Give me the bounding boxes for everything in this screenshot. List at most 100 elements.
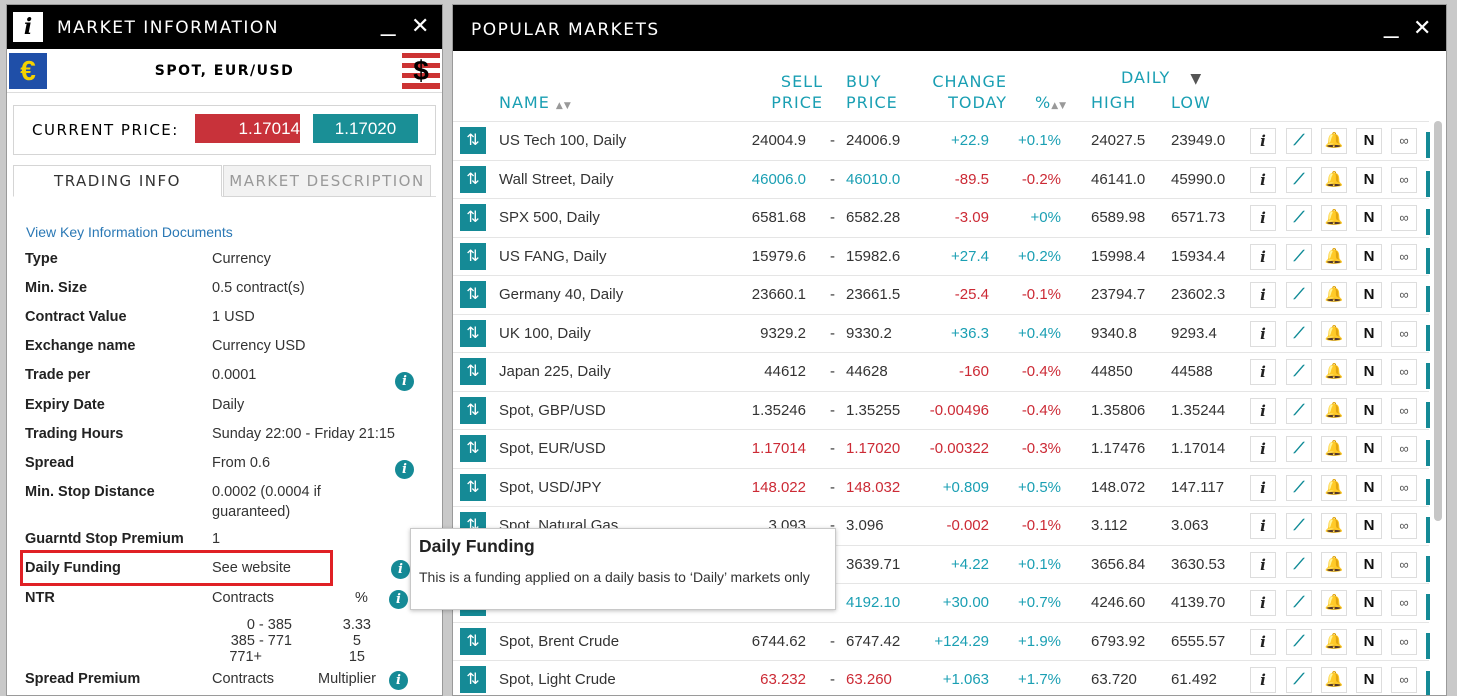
chart-icon[interactable]: ⟋ [1286,359,1312,385]
bell-icon[interactable]: 🔔 [1321,436,1347,462]
market-row[interactable]: ⇅ Spot, USD/JPY 148.022 -148.032 +0.809 +0.5%… [453,467,1430,507]
bell-icon[interactable]: 🔔 [1321,397,1347,424]
chart-icon[interactable]: ⟋ [1286,243,1312,270]
news-icon[interactable]: N [1356,436,1382,462]
trade-arrows-icon[interactable]: ⇅ [460,666,486,693]
market-row[interactable]: ⇅ UK 100, Daily 9329.2 -9330.2 +36.3 +0.4% 934… [453,313,1430,353]
market-name[interactable]: SPX 500, Daily [499,209,600,226]
market-name[interactable]: Spot, Light Crude [499,671,616,688]
sell-price[interactable]: 6581.68 [751,209,806,226]
watch-glasses-icon[interactable]: ∞ [1391,513,1417,539]
spread-premium-info-icon[interactable]: i [389,671,408,690]
market-row[interactable]: ⇅ Japan 225, Daily 44612 -44628 -160 -0.4% 448… [453,352,1430,391]
sell-price[interactable]: 1.35246 [751,401,806,419]
buy-price[interactable]: 1.35255 [846,401,901,419]
header-daily[interactable]: DAILY ▼ [1121,67,1202,90]
spread-info-icon[interactable]: i [395,460,414,479]
chart-icon[interactable]: ⟋ [1286,205,1312,231]
chart-icon[interactable]: ⟋ [1286,166,1312,193]
news-icon[interactable]: N [1356,166,1382,193]
chart-icon[interactable]: ⟋ [1286,474,1312,501]
market-row[interactable]: ⇅ Spot, EUR/USD 1.17014 -1.17020 -0.00322 -0.… [453,429,1430,468]
buy-price[interactable]: 1.17020 [846,440,901,457]
tab-market-description[interactable]: MARKET DESCRIPTION [223,165,431,197]
watch-glasses-icon[interactable]: ∞ [1391,128,1417,154]
buy-price[interactable]: 4192.10 [846,594,901,611]
news-icon[interactable]: N [1356,243,1382,270]
news-icon[interactable]: N [1356,628,1382,655]
bell-icon[interactable]: 🔔 [1321,359,1347,385]
news-icon[interactable]: N [1356,359,1382,385]
buy-price[interactable]: 46010.0 [846,170,901,188]
buy-price[interactable]: 3639.71 [846,555,901,573]
market-info-icon[interactable]: i [1250,320,1276,347]
market-info-icon[interactable]: i [1250,128,1276,154]
close-icon[interactable]: ✕ [411,13,430,38]
buy-price[interactable]: 6582.28 [846,209,901,226]
minimize-icon[interactable]: _ [381,7,396,37]
news-icon[interactable]: N [1356,205,1382,231]
news-icon[interactable]: N [1356,282,1382,308]
market-row[interactable]: ⇅ Spot, Natural Gas 3.093-3.096 -0.002 -0.1%… [453,506,1430,545]
trade-arrows-icon[interactable]: ⇅ [460,396,486,424]
trade-arrows-icon[interactable]: ⇅ [460,627,486,655]
buy-price[interactable]: 148.032 [846,478,901,496]
sell-price[interactable]: 15979.6 [751,247,806,265]
news-icon[interactable]: N [1356,128,1382,154]
trade-arrows-icon[interactable]: ⇅ [460,473,486,501]
daily-funding-info-icon[interactable]: i [391,560,410,579]
trade-arrows-icon[interactable]: ⇅ [460,204,486,231]
buy-price-button[interactable]: 1.17020 [313,114,418,143]
market-info-icon[interactable]: i [1250,436,1276,462]
buy-price[interactable]: 6747.42 [846,632,901,650]
market-info-icon[interactable]: i [1250,551,1276,578]
watch-glasses-icon[interactable]: ∞ [1391,667,1417,693]
bell-icon[interactable]: 🔔 [1321,551,1347,578]
market-info-icon[interactable]: i [1250,166,1276,193]
sell-price-button[interactable]: 1.17014 [195,114,300,143]
market-row[interactable]: ⇅ SPX 500, Daily 6581.68 -6582.28 -3.09 +0% 65… [453,198,1430,237]
news-icon[interactable]: N [1356,513,1382,539]
sell-price[interactable]: 148.022 [751,478,806,496]
bell-icon[interactable]: 🔔 [1321,205,1347,231]
trade-arrows-icon[interactable]: ⇅ [460,281,486,308]
chart-icon[interactable]: ⟋ [1286,590,1312,616]
market-name[interactable]: Germany 40, Daily [499,286,624,303]
market-name[interactable]: Spot, USD/JPY [499,478,602,496]
market-row[interactable]: ⇅ Spot, Light Crude 63.232 -63.260 +1.063 +1.… [453,660,1430,695]
market-info-icon[interactable]: i [1250,205,1276,231]
market-info-icon[interactable]: i [1250,513,1276,539]
trade-per-info-icon[interactable]: i [395,372,414,391]
market-info-icon[interactable]: i [1250,397,1276,424]
buy-price[interactable]: 9330.2 [846,324,892,342]
ntr-info-icon[interactable]: i [389,590,408,609]
market-info-icon[interactable]: i [1250,590,1276,616]
watch-glasses-icon[interactable]: ∞ [1391,474,1417,501]
chart-icon[interactable]: ⟋ [1286,436,1312,462]
trade-arrows-icon[interactable]: ⇅ [460,319,486,347]
market-row[interactable]: ⇅ US FANG, Daily 15979.6 -15982.6 +27.4 +0.2%… [453,236,1430,276]
market-name[interactable]: UK 100, Daily [499,324,591,342]
bell-icon[interactable]: 🔔 [1321,320,1347,347]
sell-price[interactable]: 46006.0 [751,170,806,188]
sell-price[interactable]: 23660.1 [751,286,806,303]
chart-icon[interactable]: ⟋ [1286,282,1312,308]
watch-glasses-icon[interactable]: ∞ [1391,628,1417,655]
news-icon[interactable]: N [1356,474,1382,501]
buy-price[interactable]: 24006.9 [846,132,901,149]
bell-icon[interactable]: 🔔 [1321,474,1347,501]
bell-icon[interactable]: 🔔 [1321,513,1347,539]
bell-icon[interactable]: 🔔 [1321,128,1347,154]
chart-icon[interactable]: ⟋ [1286,513,1312,539]
watch-glasses-icon[interactable]: ∞ [1391,243,1417,270]
sell-price[interactable]: 9329.2 [760,324,806,342]
chart-icon[interactable]: ⟋ [1286,667,1312,693]
close-icon[interactable]: ✕ [1413,15,1432,40]
market-name[interactable]: Spot, EUR/USD [499,440,606,457]
market-info-icon[interactable]: i [1250,667,1276,693]
news-icon[interactable]: N [1356,667,1382,693]
market-name[interactable]: Spot, Brent Crude [499,632,620,650]
trade-arrows-icon[interactable]: ⇅ [460,127,486,154]
chart-icon[interactable]: ⟋ [1286,628,1312,655]
sell-price[interactable]: 63.232 [760,671,806,688]
